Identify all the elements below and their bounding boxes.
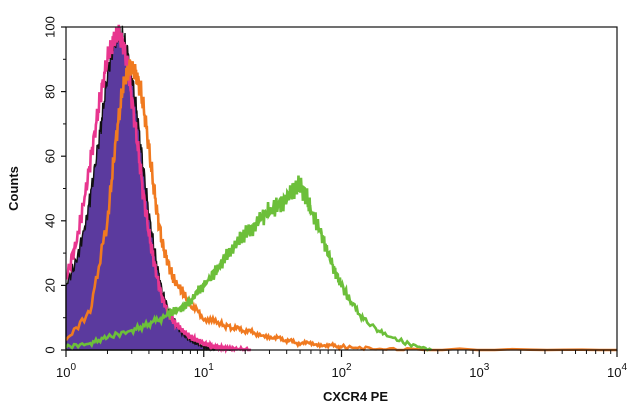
series-4-line xyxy=(64,175,433,352)
y-tick-label: 20 xyxy=(42,278,57,292)
y-tick-label: 0 xyxy=(42,346,57,353)
y-axis-ticks: 0 20 40 60 80 100 xyxy=(42,16,66,354)
y-tick-label: 80 xyxy=(42,84,57,98)
y-axis-title: Counts xyxy=(6,166,21,211)
x-tick-label: 100 xyxy=(56,362,76,380)
x-axis-title: CXCR4 PE xyxy=(323,389,388,404)
x-tick-label: 101 xyxy=(194,362,214,380)
series-3-line xyxy=(64,59,617,352)
y-tick-label: 60 xyxy=(42,149,57,163)
y-tick-label: 40 xyxy=(42,214,57,228)
x-axis-ticks: 100 101 102 103 104 xyxy=(56,350,627,380)
x-tick-label: 102 xyxy=(331,362,351,380)
x-tick-label: 103 xyxy=(469,362,489,380)
series-1-area xyxy=(65,25,234,352)
y-tick-label: 100 xyxy=(42,16,57,38)
x-tick-label: 104 xyxy=(607,362,627,380)
series-2-line xyxy=(65,24,252,355)
series-layer xyxy=(64,24,617,355)
